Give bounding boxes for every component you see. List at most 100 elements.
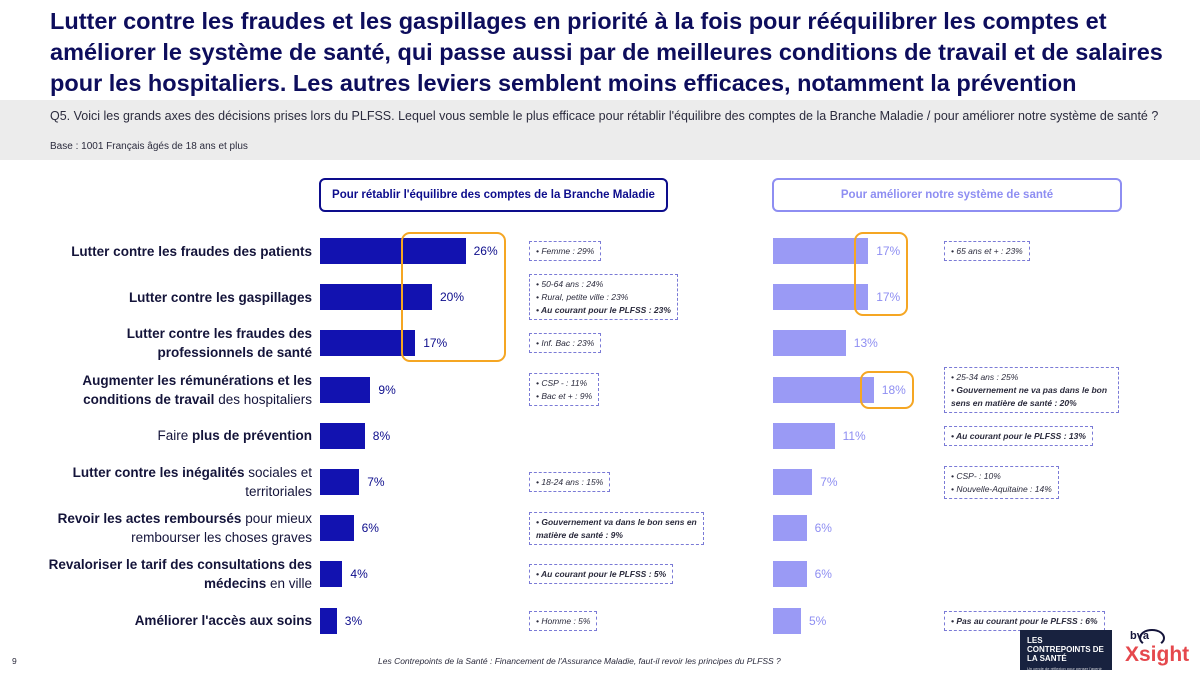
- bar-series2: [773, 284, 869, 311]
- category-label-bold: Lutter contre les inégalités: [72, 465, 245, 480]
- subgroup-note-series2: Pas au courant pour le PLFSS : 6%: [944, 610, 1105, 631]
- subgroup-note-series1: Femme : 29%: [529, 241, 602, 261]
- data-label-series2: 13%: [853, 336, 878, 351]
- bar-series2: [773, 561, 807, 588]
- highlight-frame-series2: [854, 232, 909, 317]
- data-label-series1: 20%: [440, 290, 465, 305]
- data-label-series1: 3%: [344, 613, 363, 628]
- data-label-series2: 6%: [814, 521, 832, 536]
- subgroup-note-series2: Au courant pour le PLFSS : 13%: [944, 425, 1093, 446]
- category-label: Faire plus de prévention: [30, 426, 312, 445]
- subgroup-note-series1: Gouvernement va dans le bon sens en mati…: [529, 511, 704, 545]
- category-label-bold: Lutter contre les gaspillages: [128, 289, 312, 305]
- data-label-series1: 9%: [378, 382, 396, 397]
- bar-series2: [773, 607, 801, 634]
- data-label-series2: 7%: [820, 475, 838, 489]
- category-label-rest: pour mieux rembourser les choses graves: [131, 511, 312, 546]
- data-label-series1: 6%: [361, 521, 379, 536]
- category-label-rest: Faire: [157, 428, 192, 444]
- bar-series2: [773, 469, 813, 495]
- category-label: Revaloriser le tarif des consultations d…: [30, 555, 312, 593]
- subgroup-note-series2: 65 ans et + : 23%: [944, 241, 1030, 261]
- highlight-frame-series1: [401, 232, 506, 363]
- bar-series2: [773, 376, 874, 403]
- subgroup-note-line: Inf. Bac : 23%: [536, 337, 594, 350]
- category-label: Augmenter les rémunérations et les condi…: [30, 371, 312, 409]
- subgroup-note-line: Gouvernement ne va pas dans le bon sens …: [951, 384, 1112, 410]
- data-label-series2: 5%: [809, 613, 827, 628]
- contrepoints-logo: LES CONTREPOINTS DE LA SANTÉ Un cercle d…: [1020, 630, 1112, 676]
- subgroup-note-line: 65 ans et + : 23%: [951, 245, 1022, 258]
- category-label-rest: sociales et territoriales: [244, 465, 312, 499]
- highlight-frame-series2: [859, 370, 914, 409]
- category-label-bold: Revaloriser le tarif des consultations d…: [48, 557, 312, 592]
- category-label: Lutter contre les fraudes des patients: [30, 242, 312, 261]
- subgroup-note-line: 50-64 ans : 24%: [536, 278, 671, 291]
- category-label: Lutter contre les inégalités sociales et…: [30, 463, 312, 501]
- category-label-rest: en ville: [266, 576, 312, 592]
- xsight-logo-text: Xsight: [1125, 643, 1190, 666]
- category-label-rest: des hospitaliers: [214, 391, 312, 407]
- subgroup-note-series1: CSP - : 11%Bac et + : 9%: [529, 373, 600, 407]
- category-label-bold: Augmenter les rémunérations et les condi…: [82, 372, 312, 407]
- base-text: Base : 1001 Français âgés de 18 ans et p…: [50, 141, 248, 152]
- subgroup-note-line: Nouvelle-Aquitaine : 14%: [951, 483, 1051, 496]
- category-label-bold: plus de prévention: [191, 428, 312, 444]
- bar-series1: [320, 422, 365, 449]
- question-band: [0, 100, 1200, 160]
- footer-text: Les Contrepoints de la Santé : Financeme…: [378, 656, 781, 666]
- category-label: Améliorer l'accès aux soins: [30, 611, 312, 630]
- series-1-header: Pour rétablir l'équilibre des comptes de…: [319, 178, 668, 212]
- bar-series2: [773, 515, 807, 542]
- bar-series2: [773, 330, 846, 357]
- subgroup-note-line: Femme : 29%: [536, 245, 594, 258]
- bar-series1: [320, 238, 466, 264]
- data-label-series2: 6%: [814, 567, 832, 582]
- subgroup-note-line: 18-24 ans : 15%: [536, 476, 603, 489]
- subgroup-note-line: Bac et + : 9%: [536, 390, 592, 403]
- subgroup-note-line: CSP - : 11%: [536, 377, 592, 390]
- category-label-bold: Améliorer l'accès aux soins: [134, 613, 312, 629]
- bar-series1: [320, 469, 360, 495]
- subgroup-note-line: Gouvernement va dans le bon sens en mati…: [536, 516, 697, 542]
- bar-series1: [320, 607, 337, 634]
- category-label-bold: Lutter contre les fraudes des profession…: [126, 326, 312, 361]
- bar-series1: [320, 515, 354, 542]
- question-text: Q5. Voici les grands axes des décisions …: [50, 109, 1159, 123]
- data-label-series1: 26%: [473, 244, 498, 258]
- subgroup-note-line: Au courant pour le PLFSS : 13%: [951, 430, 1086, 443]
- subgroup-note-series2: 25-34 ans : 25%Gouvernement ne va pas da…: [944, 366, 1119, 413]
- subgroup-note-line: Au courant pour le PLFSS : 5%: [536, 568, 666, 581]
- bar-series1: [320, 561, 343, 588]
- category-label: Revoir les actes remboursés pour mieux r…: [30, 509, 312, 547]
- data-label-series1: 17%: [423, 336, 448, 351]
- bva-logo-ring: [1139, 629, 1165, 647]
- subgroup-note-series1: 50-64 ans : 24%Rural, petite ville : 23%…: [529, 274, 678, 321]
- bva-logo-text: bva: [1130, 630, 1149, 642]
- series-2-header: Pour améliorer notre système de santé: [772, 178, 1122, 212]
- data-label-series2: 11%: [842, 428, 866, 443]
- subgroup-note-line: Rural, petite ville : 23%: [536, 291, 671, 304]
- category-label-bold: Revoir les actes remboursés: [57, 511, 242, 527]
- category-label: Lutter contre les gaspillages: [30, 288, 312, 307]
- subgroup-note-series1: Inf. Bac : 23%: [529, 333, 602, 354]
- bar-series2: [773, 422, 835, 449]
- category-label: Lutter contre les fraudes des profession…: [30, 324, 312, 362]
- logo-title: LES CONTREPOINTS DE LA SANTÉ: [1027, 636, 1104, 663]
- bar-series1: [320, 284, 432, 311]
- logo-subtitle: Un cercle de réflexion pour penser l'ave…: [1027, 666, 1102, 676]
- page-title: Lutter contre les fraudes et les gaspill…: [50, 8, 1163, 96]
- bar-series1: [320, 330, 416, 357]
- bar-series1: [320, 376, 371, 403]
- category-label-bold: Lutter contre les fraudes des patients: [71, 243, 312, 259]
- subgroup-note-line: Au courant pour le PLFSS : 23%: [536, 304, 671, 317]
- subgroup-note-series1: Au courant pour le PLFSS : 5%: [529, 564, 674, 585]
- data-label-series1: 7%: [367, 475, 385, 489]
- subgroup-note-line: Homme : 5%: [536, 615, 590, 628]
- subgroup-note-series1: Homme : 5%: [529, 610, 598, 631]
- subgroup-note-series1: 18-24 ans : 15%: [529, 472, 611, 492]
- data-label-series2: 17%: [876, 244, 901, 258]
- page-number: 9: [12, 656, 17, 666]
- data-label-series1: 8%: [372, 428, 391, 443]
- subgroup-note-series2: CSP- : 10%Nouvelle-Aquitaine : 14%: [944, 465, 1059, 499]
